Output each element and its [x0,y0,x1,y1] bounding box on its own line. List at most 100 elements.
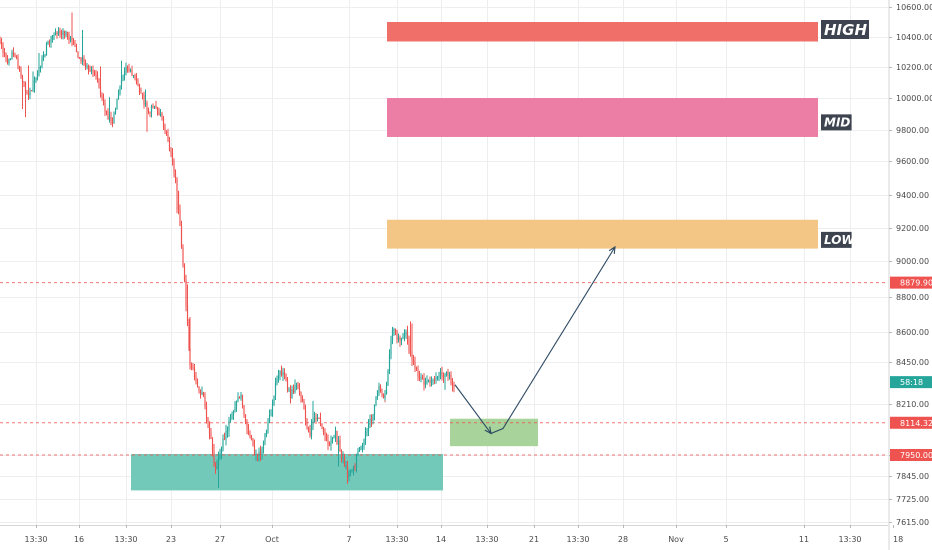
candle-body [414,361,416,369]
candle-body [207,418,209,423]
price-tick-label: 9000.00 [896,257,929,266]
candle-body [337,440,340,444]
candle-body [324,432,326,435]
candle-body [99,86,102,95]
candle-body [334,431,337,437]
candle-body [270,415,272,417]
candle-body [291,389,293,398]
candle-body [77,51,79,58]
candle-body [339,440,341,452]
candle-body [120,80,123,87]
candle-body [300,392,302,398]
candle-body [378,385,380,391]
time-tick-label: 21 [529,535,539,544]
candle-body [306,419,308,428]
candle-body [95,74,97,76]
candle-body [310,424,313,436]
candle-body [158,111,160,116]
candle-body [168,141,171,151]
candle-body [361,445,364,447]
candle-body [268,416,271,423]
candle-body [411,354,413,360]
candle-body [66,31,69,35]
current-price-tag-label: 58:18 [900,378,923,387]
candle-body [409,351,412,355]
time-axis[interactable]: 13:30 16 13:30 23 27 Oct 7 13:30 14 13:30 21 13:30 2… [0,525,903,544]
candle-body [420,377,422,379]
candle-body [297,384,299,390]
candle-body [285,374,287,381]
candle-body [199,390,202,395]
candle-body [60,32,63,35]
price-tick-label: 9400.00 [896,191,929,200]
time-tick-label: 5 [723,535,728,544]
zone-label: MID [824,115,850,129]
candle-body [358,449,361,452]
candle-body [182,247,184,266]
price-tick-label: 10000.00 [896,94,932,103]
candle-body [8,59,10,64]
candle-body [71,37,73,42]
candle-body [384,393,386,399]
candle-body [399,337,401,341]
candle-body [208,422,211,434]
candle-body [110,117,112,123]
candle-body [174,171,177,179]
candle-body [162,117,165,128]
candle-body [68,34,70,40]
candle-body [262,441,265,449]
candle-body [129,70,132,72]
candle-body [424,381,427,385]
candle-body [214,462,217,469]
candle-body [132,75,135,77]
candle-body [0,40,1,42]
candle-body [442,374,445,378]
candle-body [2,45,4,53]
candle-body [213,450,215,463]
price-zone [387,22,818,42]
candle-body [193,368,196,378]
candle-body [128,68,130,71]
candle-body [12,51,15,55]
candle-body [241,394,244,406]
candle-body [330,441,332,446]
price-tick-label: 7725.00 [896,495,929,504]
price-tick-label: 8450.00 [896,358,929,367]
arrow-path [454,246,616,435]
candle-body [167,134,169,142]
candle-body [298,389,301,393]
time-tick-label: 13:30 [114,535,137,544]
candle-body [279,370,281,375]
candle-body [271,405,274,416]
candle-body [53,35,55,37]
candle-body [255,454,257,456]
time-tick-label: 27 [215,535,225,544]
candle-body [237,397,239,401]
candle-body [36,73,39,79]
candle-body [394,329,397,332]
candle-body [176,178,178,192]
candle-body [196,380,199,387]
candle-body [276,377,278,383]
time-tick-label: 13:30 [24,535,47,544]
candle-body [246,422,248,428]
zone-label-box [821,114,852,131]
candle-body [267,422,269,431]
candle-body [123,72,126,78]
candle-body [183,265,186,280]
candle-body [261,448,263,455]
candle-body [289,389,292,398]
candle-body [50,39,52,43]
candle-body [295,384,298,386]
candle-body [48,41,51,43]
candle-body [134,75,136,79]
price-axis[interactable]: 10600.00 10400.00 10200.00 10000.00 9800.00 9… [888,0,932,550]
candle-body [253,446,256,455]
candle-body [286,380,289,390]
candle-body [393,329,395,331]
candle-body [72,41,75,45]
candle-body [283,372,286,375]
candle-body [39,66,42,68]
candle-body [390,340,392,356]
